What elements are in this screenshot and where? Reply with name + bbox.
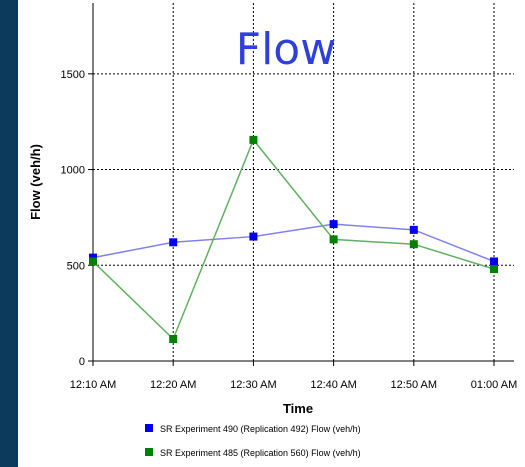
series-2-point	[169, 334, 178, 343]
series-2-point	[409, 240, 418, 249]
series-1-point	[329, 220, 338, 229]
chart-title: Flow	[236, 24, 336, 75]
x-tick-label: 01:00 AM	[471, 379, 517, 391]
y-tick-label: 1000	[61, 165, 85, 177]
series-1-line	[92, 223, 495, 263]
legend-label: SR Experiment 485 (Replication 560) Flow…	[160, 448, 361, 458]
plot-area	[93, 3, 494, 361]
series-2-line	[92, 138, 495, 341]
series-1-point	[169, 238, 178, 247]
series-2-point	[329, 235, 338, 244]
legend-label: SR Experiment 490 (Replication 492) Flow…	[160, 424, 361, 434]
y-tick-label: 0	[79, 356, 85, 368]
series-1-point	[409, 225, 418, 234]
series-1-point	[249, 232, 258, 241]
x-axis-label: Time	[283, 401, 313, 416]
x-tick-label: 12:20 AM	[150, 379, 196, 391]
series-2-point	[89, 257, 97, 266]
legend-swatch	[145, 424, 153, 432]
series-2-point	[490, 265, 498, 274]
y-tick-label: 1500	[61, 69, 85, 81]
y-tick-label: 500	[67, 260, 85, 272]
legend-swatch	[145, 448, 153, 456]
series-1-point	[490, 257, 498, 266]
x-tick-label: 12:30 AM	[230, 379, 276, 391]
series-2-point	[249, 135, 258, 144]
x-tick-label: 12:10 AM	[70, 379, 116, 391]
x-tick-label: 12:40 AM	[310, 379, 356, 391]
y-axis-label: Flow (veh/h)	[28, 144, 43, 220]
x-tick-label: 12:50 AM	[391, 379, 437, 391]
